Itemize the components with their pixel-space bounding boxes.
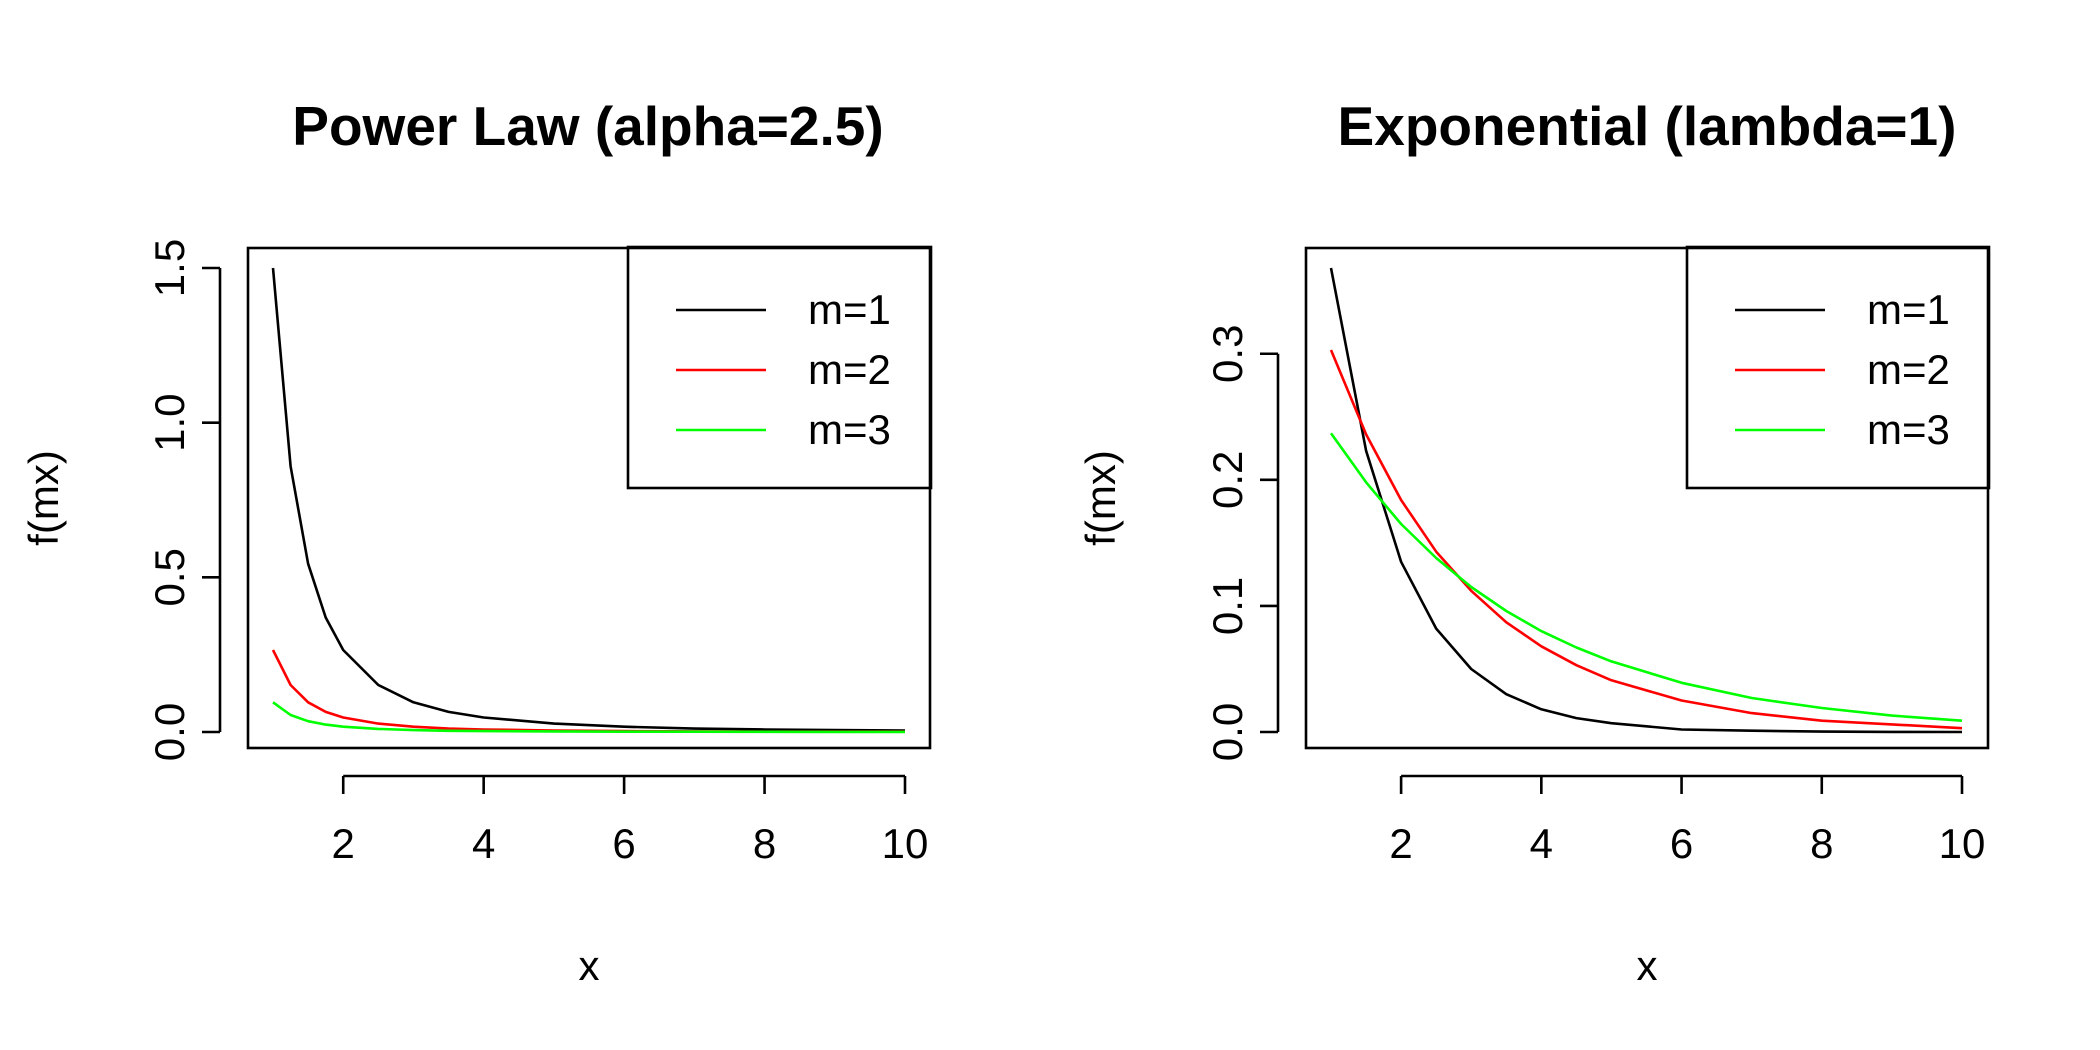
x-tick-label: 4 (1530, 820, 1553, 867)
legend-label: m=2 (1867, 346, 1950, 393)
series-line-m1 (271, 267, 906, 732)
y-tick-label: 0.3 (1204, 325, 1251, 383)
y-tick-label: 0.0 (1204, 703, 1251, 761)
x-axis-label: x (1637, 942, 1658, 989)
legend-label: m=3 (1867, 406, 1950, 453)
legend-label: m=3 (808, 406, 891, 453)
x-tick-label: 6 (612, 820, 635, 867)
legend-box (1685, 245, 1991, 490)
y-tick-label: 0.5 (146, 548, 193, 606)
x-tick-label: 8 (1810, 820, 1833, 867)
legend-label: m=2 (808, 346, 891, 393)
x-tick-label: 6 (1670, 820, 1693, 867)
x-tick-label: 2 (332, 820, 355, 867)
chart-title: Power Law (alpha=2.5) (292, 95, 883, 157)
x-axis-label: x (579, 942, 600, 989)
legend-box (626, 245, 933, 490)
y-axis-label: f(mx) (20, 450, 67, 546)
x-tick-label: 2 (1389, 820, 1412, 867)
y-tick-label: 1.5 (146, 239, 193, 297)
y-tick-label: 1.0 (146, 393, 193, 451)
power-law-panel: Power Law (alpha=2.5) 2 4 6 8 10 0.0 0.5 1.0 1.5 x… (20, 95, 933, 989)
x-tick-label: 4 (472, 820, 495, 867)
x-tick-label: 10 (1939, 820, 1986, 867)
series-line-m3 (1329, 432, 1963, 722)
legend-label: m=1 (1867, 286, 1950, 333)
y-tick-label: 0.1 (1204, 577, 1251, 635)
series-line-m2 (271, 649, 905, 734)
exponential-panel: Exponential (lambda=1) 2 4 6 8 10 0.0 0.1 0.2 0.3… (1077, 95, 1991, 989)
x-tick-label: 10 (882, 820, 929, 867)
y-axis-label: f(mx) (1077, 450, 1124, 546)
plot-frame (246, 246, 932, 750)
plot-frame (1304, 246, 1990, 750)
x-tick-label: 8 (753, 820, 776, 867)
series-line-m3 (272, 701, 905, 734)
legend-label: m=1 (808, 286, 891, 333)
y-tick-label: 0.0 (146, 703, 193, 761)
chart-title: Exponential (lambda=1) (1338, 95, 1957, 157)
series-line-m2 (1329, 349, 1963, 730)
y-tick-label: 0.2 (1204, 451, 1251, 509)
series-line-m1 (1329, 267, 1963, 734)
